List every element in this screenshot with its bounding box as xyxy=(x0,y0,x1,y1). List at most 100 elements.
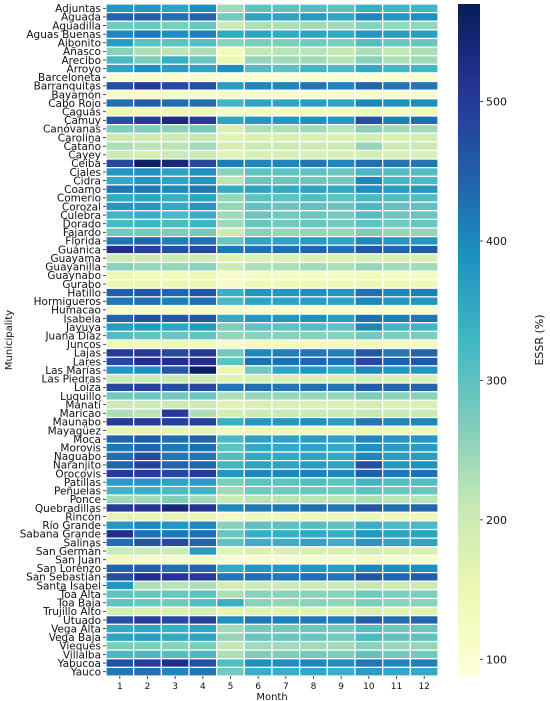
heatmap-cell xyxy=(299,640,328,651)
heatmap-cell xyxy=(409,72,439,83)
heatmap-cell xyxy=(326,503,356,513)
heatmap-cell xyxy=(160,279,190,289)
heatmap-cell xyxy=(216,218,245,229)
heatmap-cell xyxy=(188,528,218,539)
heatmap-cell xyxy=(133,63,162,74)
heatmap-cell xyxy=(188,184,218,195)
heatmap-cell xyxy=(133,460,162,470)
heatmap-cell xyxy=(354,373,384,384)
y-tick-label: Culebra xyxy=(60,210,101,222)
heatmap-cell xyxy=(382,115,411,126)
heatmap-cell xyxy=(133,572,162,582)
heatmap-cell xyxy=(105,149,135,160)
heatmap-cell xyxy=(354,606,384,617)
heatmap-cell xyxy=(326,63,356,74)
heatmap-cell xyxy=(326,537,356,548)
heatmap-cell xyxy=(160,485,190,496)
heatmap-cell xyxy=(105,304,135,315)
heatmap-cell xyxy=(271,106,301,117)
y-tick-label: Juana Díaz xyxy=(44,330,101,342)
y-tick-label: Mayagüez xyxy=(48,425,102,437)
heatmap-cell xyxy=(188,615,218,625)
heatmap-cell xyxy=(133,477,162,488)
heatmap-cell xyxy=(160,55,190,65)
heatmap-cell xyxy=(299,658,328,668)
heatmap-cell xyxy=(354,451,384,462)
heatmap-cell xyxy=(326,20,356,31)
heatmap-cell xyxy=(133,115,162,126)
heatmap-cell xyxy=(409,606,439,617)
heatmap-cell xyxy=(160,632,190,643)
heatmap-cell xyxy=(133,416,162,427)
heatmap-cell xyxy=(299,192,328,203)
heatmap-cell xyxy=(382,606,411,617)
heatmap-cell xyxy=(354,511,384,522)
heatmap-cell xyxy=(188,382,218,393)
heatmap-cell xyxy=(354,485,384,496)
heatmap-cell xyxy=(409,658,439,668)
x-tick-labels: 1 2 3 4 5 6 7 8 9 10 11 12 xyxy=(117,676,430,692)
heatmap-cell xyxy=(188,520,218,531)
heatmap-cell xyxy=(326,296,356,307)
heatmap-cell xyxy=(133,270,162,281)
heatmap-cell xyxy=(105,287,135,298)
y-tick-label: Hatillo xyxy=(67,287,101,299)
heatmap-cell xyxy=(409,649,439,660)
heatmap-cell xyxy=(382,416,411,427)
heatmap-cell xyxy=(271,365,301,376)
heatmap-cell xyxy=(409,511,439,522)
y-tick-label: Ponce xyxy=(70,494,101,506)
heatmap-cell xyxy=(188,115,218,126)
heatmap-cell xyxy=(188,356,218,367)
heatmap-cell xyxy=(243,201,273,212)
heatmap-cell xyxy=(188,89,218,100)
heatmap-cell xyxy=(243,253,273,264)
heatmap-cell xyxy=(133,218,162,229)
heatmap-cell xyxy=(188,348,218,358)
heatmap-cell xyxy=(188,554,218,565)
heatmap-cell xyxy=(243,494,273,505)
heatmap-cell xyxy=(299,287,328,298)
heatmap-cell xyxy=(133,287,162,298)
heatmap-cell xyxy=(133,322,162,332)
heatmap-cell xyxy=(216,649,245,660)
heatmap-cell xyxy=(354,348,384,358)
heatmap-cell xyxy=(299,218,328,229)
heatmap-cell xyxy=(133,227,162,238)
heatmap-cell xyxy=(105,632,135,643)
heatmap-cell xyxy=(299,296,328,307)
heatmap-cell xyxy=(188,175,218,186)
heatmap-cell xyxy=(188,408,218,419)
heatmap-cell xyxy=(133,503,162,513)
colorbar xyxy=(458,4,480,676)
heatmap-cell xyxy=(382,563,411,574)
heatmap-cell xyxy=(243,244,273,255)
heatmap-cell xyxy=(382,528,411,539)
heatmap-cell xyxy=(409,296,439,307)
heatmap-cell xyxy=(326,434,356,444)
heatmap-cell xyxy=(409,218,439,229)
heatmap-cell xyxy=(354,434,384,444)
heatmap-cell xyxy=(160,563,190,574)
colorbar-ticks: 100 200 300 400 500 xyxy=(480,96,507,666)
heatmap-cell xyxy=(299,649,328,660)
x-tick-label: 12 xyxy=(418,682,429,692)
heatmap-cell xyxy=(382,408,411,419)
heatmap-cell xyxy=(243,382,273,393)
y-tick-label: Quebradillas xyxy=(35,503,101,515)
y-tick-label: Aibonito xyxy=(58,38,101,50)
heatmap-cell xyxy=(326,554,356,565)
heatmap-cell xyxy=(382,339,411,350)
heatmap-cell xyxy=(326,460,356,470)
heatmap-cell xyxy=(354,425,384,436)
heatmap-cell xyxy=(105,184,135,195)
heatmap-cell xyxy=(105,494,135,505)
heatmap-cell xyxy=(299,20,328,31)
heatmap-cell xyxy=(105,124,135,134)
y-tick-label: Lajas xyxy=(74,348,101,360)
heatmap-cell xyxy=(326,124,356,134)
heatmap-cell xyxy=(299,55,328,65)
heatmap-cell xyxy=(216,451,245,462)
heatmap-cell xyxy=(133,451,162,462)
